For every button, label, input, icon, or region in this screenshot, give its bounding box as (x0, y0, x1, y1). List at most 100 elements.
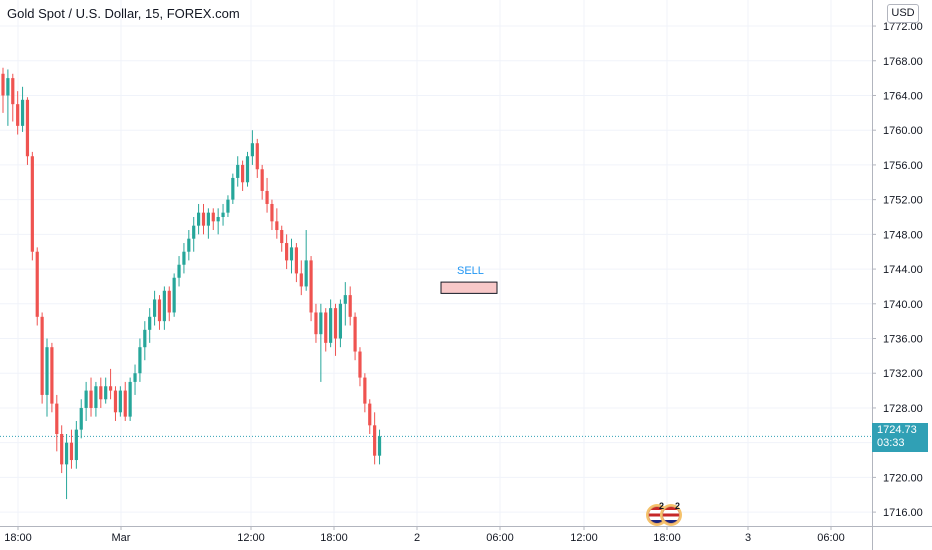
time-tick-label: 2 (414, 532, 420, 544)
candle-body (50, 347, 54, 404)
candle-body (231, 177, 235, 200)
candle-body (260, 169, 264, 191)
last-price-value: 1724.73 (877, 424, 917, 436)
candle-body (221, 212, 225, 217)
price-tick-label: 1752.00 (883, 195, 923, 207)
candle-body (329, 308, 333, 343)
event-count: 2 (675, 501, 681, 511)
currency-button[interactable]: USD (887, 4, 919, 23)
event-count: 2 (659, 501, 665, 511)
candle-body (30, 156, 34, 252)
price-tick-label: 1768.00 (883, 56, 923, 68)
candle-body (368, 403, 372, 426)
price-tick-label: 1760.00 (883, 125, 923, 137)
candle-body (353, 316, 357, 352)
candle-body (16, 104, 20, 126)
price-tick-label: 1736.00 (883, 334, 923, 346)
candle-body (94, 386, 98, 408)
candle-body (255, 143, 259, 170)
candle-body (84, 390, 88, 408)
time-tick-label: 12:00 (570, 532, 598, 544)
candle-body (45, 347, 49, 395)
candle-body (167, 290, 171, 313)
candle-body (304, 260, 308, 287)
candle-body (299, 273, 303, 287)
candle-body (201, 212, 206, 226)
candle-body (289, 247, 294, 261)
candle-body (285, 243, 289, 261)
time-tick-label: 12:00 (237, 532, 265, 544)
candle-body (280, 230, 284, 244)
price-tick-label: 1740.00 (883, 299, 923, 311)
candle-body (172, 277, 176, 313)
candle-body (314, 312, 318, 335)
candle-body (275, 221, 279, 231)
price-tick-label: 1720.00 (883, 472, 923, 484)
price-tick-label: 1756.00 (883, 160, 923, 172)
candle-body (128, 381, 132, 417)
candle-body (133, 373, 137, 382)
candle-body (333, 308, 338, 339)
sell-annotation-label[interactable]: SELL (457, 265, 484, 277)
candle-body (265, 190, 269, 204)
candle-body (358, 351, 362, 378)
candle-body (69, 442, 74, 461)
candle-body (162, 290, 166, 322)
candle-body (99, 386, 103, 400)
price-tick-label: 1728.00 (883, 403, 923, 415)
candle-body (177, 264, 181, 278)
price-tick-label: 1732.00 (883, 368, 923, 380)
candle-body (211, 212, 215, 222)
price-tick-label: 1716.00 (883, 507, 923, 519)
candle-body (40, 316, 44, 395)
candle-body (143, 329, 147, 348)
candle-body (157, 299, 162, 322)
candle-body (309, 260, 313, 313)
candle-body (324, 312, 328, 343)
time-tick-label: 18:00 (320, 532, 348, 544)
candle-body (113, 390, 118, 413)
symbol-title: Gold Spot / U.S. Dollar, 15, FOREX.com (7, 6, 240, 21)
us-flag-icon[interactable] (662, 506, 680, 524)
time-tick-label: Mar (112, 532, 131, 544)
candle-body (64, 442, 69, 465)
candle-body (148, 316, 152, 330)
time-tick-label: 06:00 (817, 532, 845, 544)
price-tick-label: 1764.00 (883, 90, 923, 102)
candle-body (216, 216, 220, 222)
candle-body (74, 429, 78, 461)
candle-body (60, 433, 64, 465)
candle-body (373, 425, 377, 456)
time-tick-label: 18:00 (653, 532, 681, 544)
candle-body (363, 377, 367, 404)
candle-body (206, 212, 210, 226)
candle-body (89, 390, 93, 408)
candle-body (11, 78, 15, 105)
economic-events[interactable]: 2 2 (645, 501, 685, 524)
candle-body (79, 407, 83, 430)
candle-body (197, 212, 201, 226)
candle-body (245, 156, 250, 183)
candle-body (1, 73, 5, 96)
candle-body (25, 99, 30, 157)
candle-body (343, 295, 347, 304)
sell-zone-box[interactable] (440, 281, 498, 294)
candle-body (104, 386, 108, 400)
time-tick-label: 3 (745, 532, 751, 544)
candle-body (6, 78, 10, 96)
candle-body (270, 203, 274, 222)
candle-body (241, 164, 245, 183)
candle-body (319, 312, 323, 335)
bar-countdown: 03:33 (877, 437, 905, 449)
price-tick-label: 1772.00 (883, 21, 923, 33)
candle-body (108, 386, 113, 391)
candle-body (138, 347, 142, 374)
candle-body (118, 390, 122, 413)
candle-body (236, 164, 240, 178)
candle-body (182, 251, 186, 265)
candle-body (192, 225, 196, 239)
price-tick-label: 1744.00 (883, 264, 923, 276)
candle-body (250, 143, 254, 157)
